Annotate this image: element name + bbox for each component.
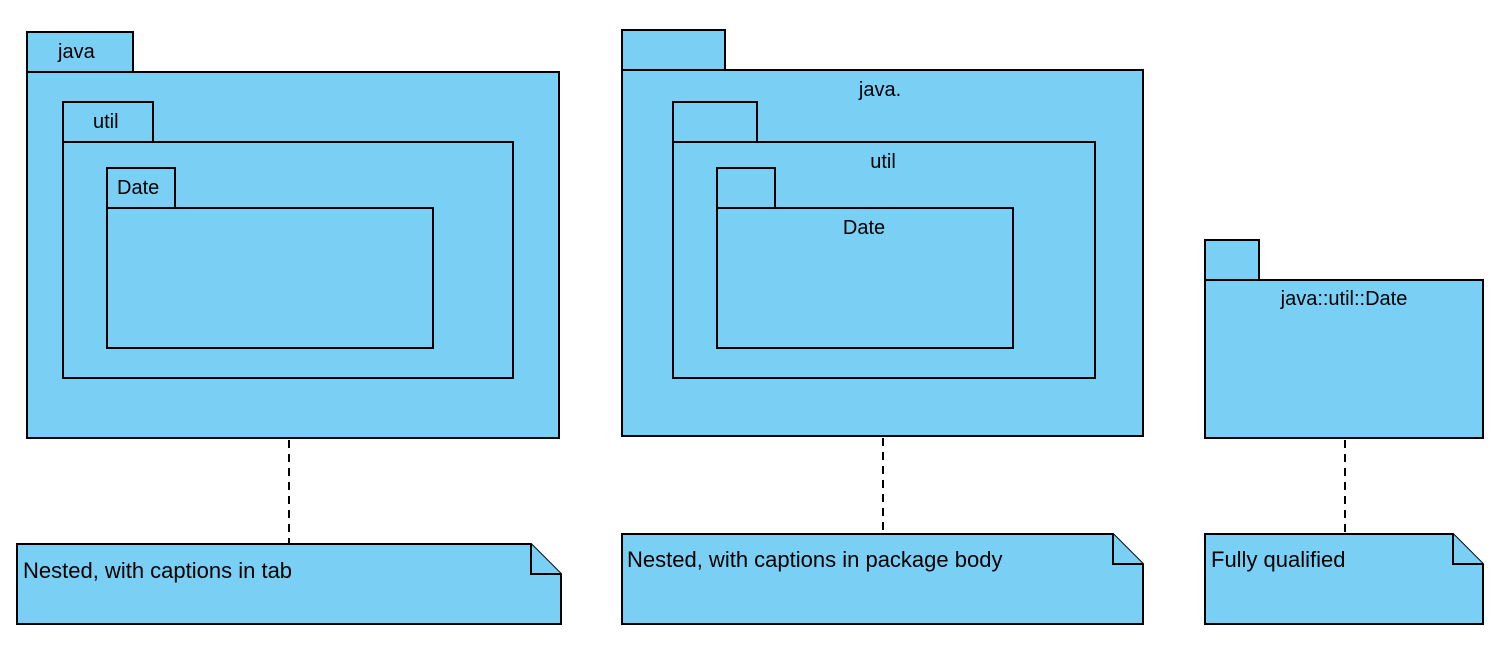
package-label-util: util <box>93 111 119 133</box>
note-shape <box>16 543 562 625</box>
package-tab <box>62 101 154 143</box>
note-text: Fully qualified <box>1211 547 1346 572</box>
package-label-date: Date <box>117 177 159 199</box>
package-label-java: java. <box>858 79 901 101</box>
package-date-body: Date <box>716 167 1014 349</box>
note-shape <box>1204 533 1484 625</box>
package-label-util: util <box>870 151 896 173</box>
note-text: Nested, with captions in package body <box>627 547 1002 572</box>
note-fold <box>1452 534 1483 565</box>
package-label-java: java <box>57 41 96 63</box>
package-fully-qualified: java::util::Date <box>1204 239 1484 439</box>
note-shape <box>621 533 1144 625</box>
package-tab <box>716 167 776 209</box>
note-fold <box>1112 534 1143 565</box>
package-tab <box>1204 239 1260 281</box>
note-captions-in-tab: Nested, with captions in tab <box>16 543 562 625</box>
package-tab <box>26 31 134 73</box>
package-date-tab: Date <box>106 167 434 349</box>
package-tab <box>621 29 726 71</box>
note-captions-in-body: Nested, with captions in package body <box>621 533 1144 625</box>
note-text: Nested, with captions in tab <box>23 558 292 583</box>
package-label-date: Date <box>843 217 885 239</box>
package-label-qualified: java::util::Date <box>1280 288 1408 310</box>
package-body <box>716 207 1014 349</box>
note-fully-qualified: Fully qualified <box>1204 533 1484 625</box>
package-body <box>106 207 434 349</box>
note-fold <box>530 544 561 575</box>
package-body <box>1204 279 1484 439</box>
package-tab <box>672 101 758 143</box>
